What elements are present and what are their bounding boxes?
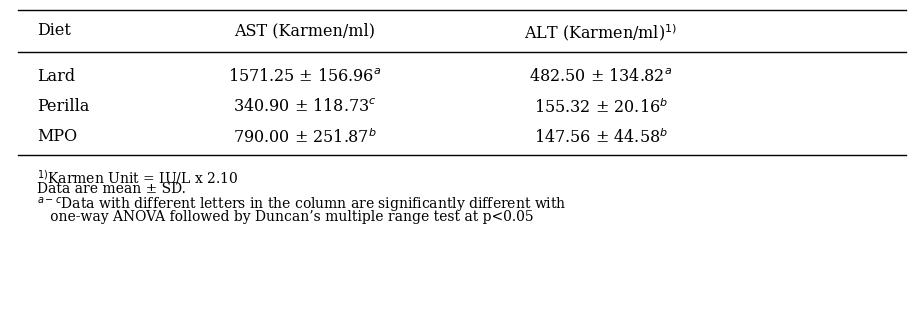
Text: 340.90 ± 118.73$^{c}$: 340.90 ± 118.73$^{c}$ [233, 98, 377, 115]
Text: AST (Karmen/ml): AST (Karmen/ml) [235, 22, 375, 39]
Text: 482.50 ± 134.82$^{a}$: 482.50 ± 134.82$^{a}$ [529, 68, 672, 85]
Text: 147.56 ± 44.58$^{b}$: 147.56 ± 44.58$^{b}$ [533, 128, 668, 147]
Text: Diet: Diet [37, 22, 71, 39]
Text: 790.00 ± 251.87$^{b}$: 790.00 ± 251.87$^{b}$ [233, 128, 377, 147]
Text: MPO: MPO [37, 128, 77, 145]
Text: Data are mean ± SD.: Data are mean ± SD. [37, 182, 186, 196]
Text: $^{1)}$Karmen Unit = IU/L x 2.10: $^{1)}$Karmen Unit = IU/L x 2.10 [37, 168, 238, 187]
Text: one-way ANOVA followed by Duncan’s multiple range test at p<0.05: one-way ANOVA followed by Duncan’s multi… [37, 210, 533, 224]
Text: ALT (Karmen/ml)$^{1)}$: ALT (Karmen/ml)$^{1)}$ [524, 22, 677, 43]
Text: Lard: Lard [37, 68, 75, 85]
Text: 155.32 ± 20.16$^{b}$: 155.32 ± 20.16$^{b}$ [533, 98, 668, 117]
Text: Perilla: Perilla [37, 98, 90, 115]
Text: $^{a-c}$Data with different letters in the column are significantly different wi: $^{a-c}$Data with different letters in t… [37, 196, 566, 215]
Text: 1571.25 ± 156.96$^{a}$: 1571.25 ± 156.96$^{a}$ [228, 68, 382, 85]
